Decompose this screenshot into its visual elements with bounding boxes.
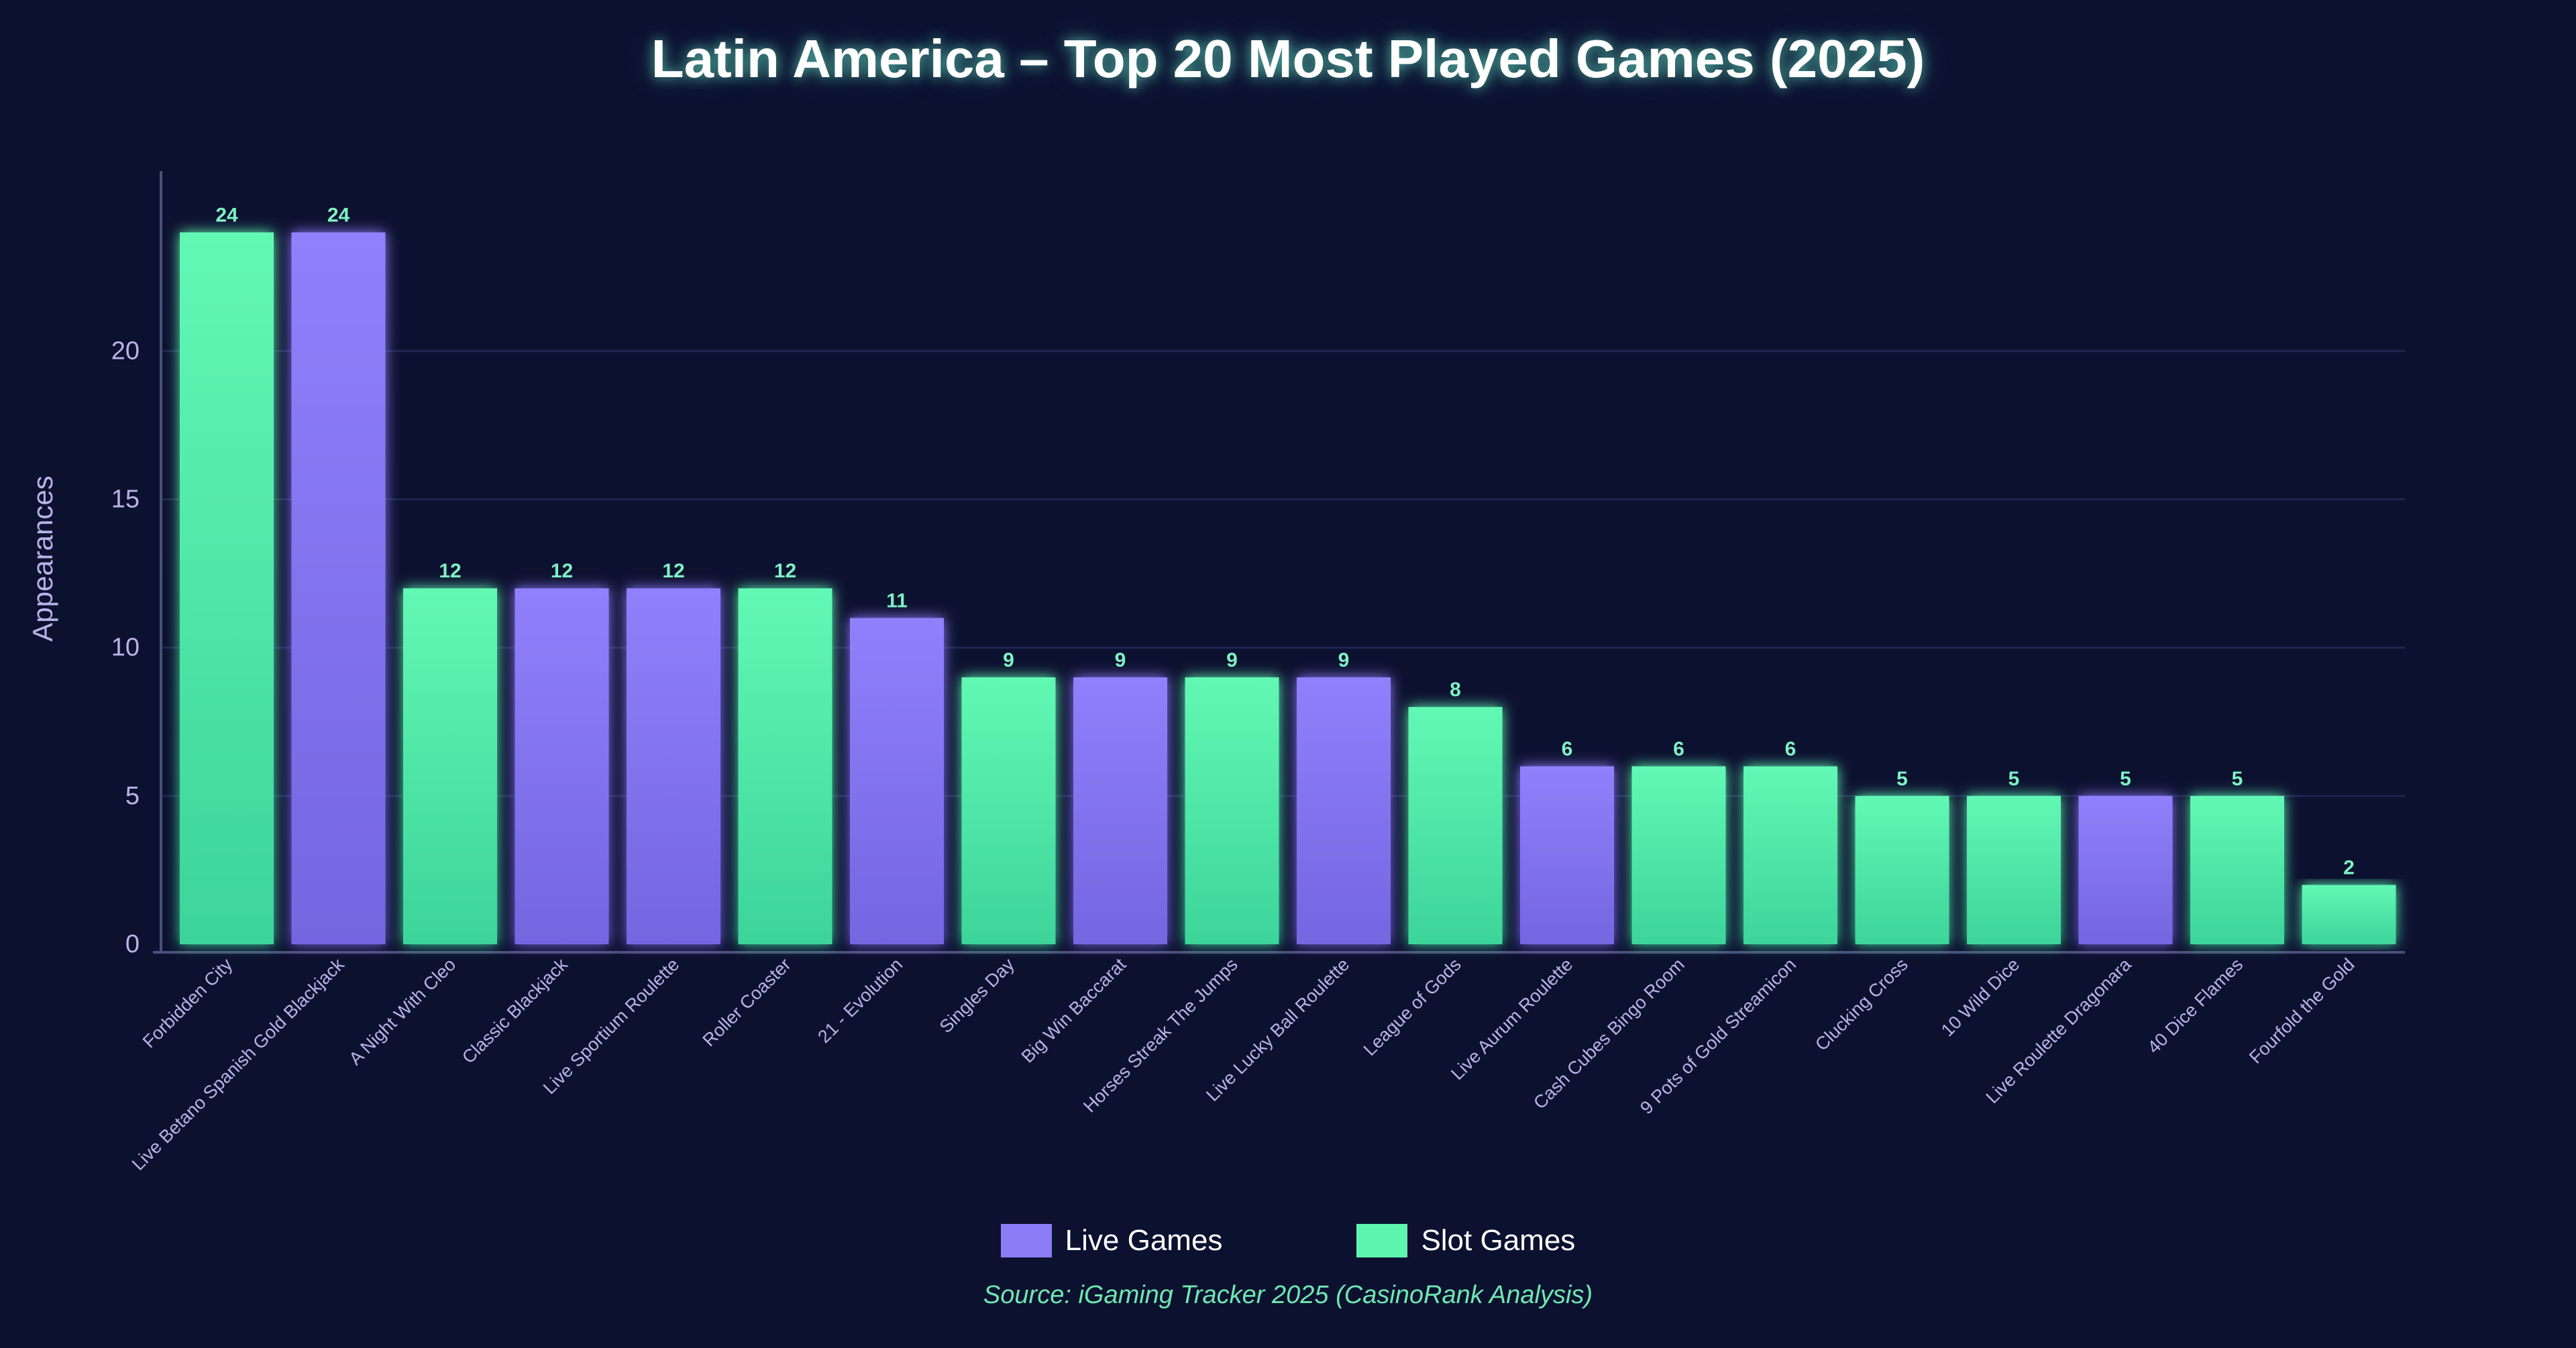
- bar-value-label: 5: [1896, 768, 1908, 790]
- legend-swatch-live: [1000, 1224, 1052, 1257]
- bar-value-label: 5: [2232, 768, 2243, 790]
- bar-slot: [2190, 795, 2284, 944]
- x-tick-label: Classic Blackjack: [458, 954, 572, 1068]
- y-tick-label: 5: [125, 782, 140, 810]
- bar-value-label: 9: [1226, 649, 1238, 671]
- bar-value-label: 5: [2120, 768, 2131, 790]
- bar-slot: [1185, 677, 1279, 944]
- x-tick-label: A Night With Cleo: [345, 954, 460, 1069]
- x-tick-label: 21 - Evolution: [814, 954, 906, 1047]
- gridlines: [161, 349, 2405, 797]
- x-tick-label: Forbidden City: [139, 954, 237, 1052]
- legend-item-live: Live Games: [1000, 1224, 1223, 1257]
- bar-value-label: 6: [1785, 738, 1796, 761]
- axes: 0 5 10 15 20 Appearances: [27, 171, 2405, 958]
- bar-chart: 0 5 10 15 20 Appearances 24 Forbidden City 24 Li…: [27, 171, 2405, 1174]
- x-tick-label: 10 Wild Dice: [1937, 954, 2023, 1040]
- bar-slot: [2302, 885, 2396, 944]
- bar-value-label: 12: [551, 560, 573, 582]
- legend-swatch-slot: [1356, 1224, 1408, 1257]
- bar-value-label: 2: [2343, 857, 2355, 879]
- bar-value-label: 9: [1115, 649, 1126, 671]
- bar-live: [1073, 677, 1167, 944]
- bar-value-label: 24: [327, 204, 350, 226]
- bar-value-label: 12: [774, 560, 796, 582]
- bar-value-label: 12: [439, 560, 461, 582]
- bar-slot: [1743, 766, 1837, 944]
- bar-value-label: 5: [2008, 768, 2020, 790]
- legend-label-slot: Slot Games: [1421, 1224, 1576, 1257]
- bar-slot: [1967, 795, 2061, 944]
- x-tick-label: Singles Day: [936, 954, 1018, 1037]
- legend-item-slot: Slot Games: [1356, 1224, 1575, 1257]
- x-tick-label: Live Aurum Roulette: [1447, 954, 1576, 1084]
- bar-live: [850, 618, 944, 944]
- bar-slot: [738, 588, 833, 944]
- bar-value-label: 11: [886, 589, 908, 612]
- bar-value-label: 24: [215, 204, 238, 226]
- bar-live: [1297, 677, 1391, 944]
- x-tick-label: Clucking Cross: [1811, 954, 1912, 1055]
- bar-value-label: 9: [1003, 649, 1014, 671]
- bar-value-label: 9: [1338, 649, 1350, 671]
- y-axis-title: Appearances: [27, 475, 58, 642]
- x-tick-label: League of Gods: [1360, 954, 1465, 1060]
- y-tick-label: 20: [111, 337, 140, 365]
- x-tick-label: Big Win Baccarat: [1018, 954, 1130, 1067]
- bar-value-label: 6: [1673, 738, 1684, 761]
- bar-slot: [1631, 766, 1726, 944]
- x-tick-label: 40 Dice Flames: [2143, 954, 2247, 1058]
- chart-title: Latin America – Top 20 Most Played Games…: [651, 29, 1925, 89]
- bar-live: [515, 588, 609, 944]
- bar-slot: [1855, 795, 1949, 944]
- bar-slot: [403, 588, 497, 944]
- legend: Live Games Slot Games: [0, 1221, 2576, 1261]
- y-tick-label: 15: [111, 486, 140, 514]
- bar-value-label: 8: [1450, 679, 1461, 701]
- bar-slot: [961, 677, 1056, 944]
- bar-live: [2078, 795, 2173, 944]
- source-note: Source: iGaming Tracker 2025 (CasinoRank…: [983, 1281, 1593, 1309]
- bar-live: [291, 232, 386, 944]
- legend-label-live: Live Games: [1065, 1224, 1223, 1257]
- bar-value-label: 6: [1562, 738, 1573, 761]
- x-tick-label: Fourfold the Gold: [2245, 954, 2359, 1068]
- bar-value-label: 12: [662, 560, 684, 582]
- y-tick-label: 10: [111, 634, 140, 662]
- y-tick-label: 0: [125, 930, 140, 958]
- x-tick-label: Live Betano Spanish Gold Blackjack: [128, 954, 348, 1174]
- bars: [180, 232, 2396, 944]
- bar-live: [627, 588, 720, 944]
- bar-slot: [180, 232, 274, 944]
- bar-slot: [1408, 707, 1503, 944]
- bar-live: [1520, 766, 1614, 944]
- x-tick-label: Roller Coaster: [699, 954, 795, 1050]
